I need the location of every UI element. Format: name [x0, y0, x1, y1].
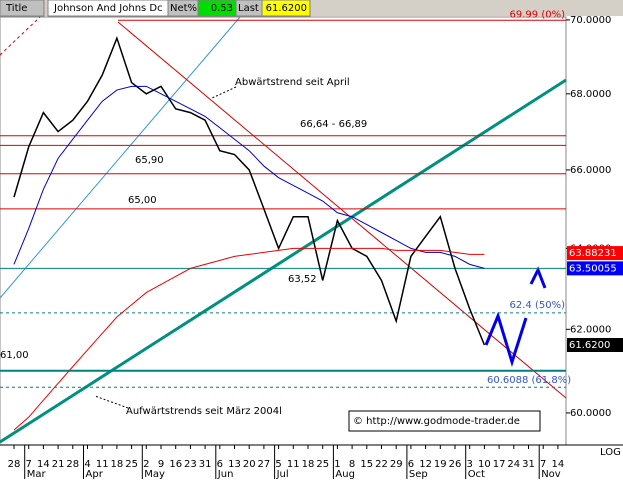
month-label: Nov [541, 469, 561, 479]
x-tick-label: 25 [125, 459, 138, 470]
x-tick-label: 8 [349, 459, 355, 470]
level-label: 62.4 (50%) [510, 300, 566, 311]
x-tick-label: 19 [434, 459, 447, 470]
x-tick-label: 6 [217, 459, 223, 470]
level-label: 61,00 [0, 350, 29, 361]
x-tick-label: 20 [243, 459, 256, 470]
level-label: 60.6088 (61.8%) [487, 375, 571, 386]
pointer [211, 86, 237, 99]
x-tick-label: 27 [258, 459, 271, 470]
x-tick-label: 7 [540, 459, 546, 470]
x-tick-label: 26 [449, 459, 462, 470]
header-label: Title [5, 3, 27, 14]
header-last: 61.6200 [266, 3, 307, 14]
trend-line [0, 16, 241, 299]
x-tick-label: 11 [287, 459, 300, 470]
price-line [13, 247, 485, 431]
month-label: May [144, 469, 165, 479]
x-tick-label: 23 [184, 459, 197, 470]
x-tick-label: 31 [199, 459, 212, 470]
x-tick-label: 16 [169, 459, 182, 470]
x-tick-label: 1 [334, 459, 340, 470]
scale-label: LOG [600, 447, 621, 458]
x-tick-label: 25 [316, 459, 329, 470]
x-tick-label: 21 [52, 459, 65, 470]
month-label: Mar [27, 469, 47, 479]
level-label: 65,90 [135, 155, 164, 166]
header: Title Johnson And Johns Dc Net% 0.53 Las… [0, 0, 623, 17]
y-tick-label: 66.0000 [570, 165, 611, 176]
y-tick-label: 70.0000 [570, 15, 611, 26]
price-line [13, 35, 486, 346]
pointer [94, 395, 129, 409]
annotation: Aufwärtstrends seit März 2004l [126, 406, 282, 417]
x-tick-label: 24 [507, 459, 520, 470]
x-tick-label: 5 [275, 459, 281, 470]
month-label: Oct [468, 469, 485, 479]
price-box [567, 338, 623, 353]
x-tick-label: 31 [522, 459, 535, 470]
month-label: Jun [217, 469, 234, 479]
annotation: © http://www.godmode-trader.de [353, 416, 520, 427]
header-cell [261, 0, 311, 17]
x-tick-label: 17 [493, 459, 506, 470]
x-tick-label: 18 [111, 459, 124, 470]
x-tick-label: 14 [37, 459, 50, 470]
x-tick-label: 11 [96, 459, 109, 470]
header-net: 0.53 [211, 3, 233, 14]
x-tick-label: 28 [8, 459, 21, 470]
month-label: Aug [335, 469, 355, 479]
price-box-label: 61.6200 [569, 340, 610, 351]
uptrend-line [0, 78, 567, 444]
x-tick-label: 29 [390, 459, 403, 470]
annotation: Abwärtstrend seit April [235, 77, 350, 88]
x-tick-label: 7 [26, 459, 32, 470]
y-tick-label: 60.0000 [570, 408, 611, 419]
x-tick-label: 10 [478, 459, 491, 470]
level-label: 69.99 (0%) [510, 9, 566, 20]
x-tick-label: 2 [143, 459, 149, 470]
x-tick-label: 14 [552, 459, 565, 470]
x-tick-label: 22 [375, 459, 388, 470]
x-tick-label: 4 [84, 459, 90, 470]
x-tick-label: 12 [419, 459, 432, 470]
price-box [567, 246, 623, 261]
price-line [13, 85, 485, 269]
y-tick-label: 68.0000 [570, 89, 611, 100]
price-box [567, 261, 623, 276]
header-label: Last [238, 3, 259, 14]
x-tick-label: 9 [158, 459, 164, 470]
month-label: Jul [276, 469, 289, 479]
x-tick-label: 18 [302, 459, 315, 470]
price-box-label: 63.88231 [569, 248, 617, 259]
projection-arrow [484, 311, 528, 368]
x-tick-label: 3 [467, 459, 473, 470]
price-box-label: 63.50055 [569, 263, 617, 274]
projection-arrow [529, 266, 547, 289]
month-label: Apr [86, 469, 104, 479]
level-label: 65,00 [128, 195, 157, 206]
month-label: Sep [409, 469, 428, 479]
header-cell [0, 0, 45, 17]
x-tick-label: 28 [66, 459, 79, 470]
copyright-box [348, 410, 541, 432]
x-tick-label: 15 [360, 459, 373, 470]
y-tick-label: 62.0000 [570, 324, 611, 335]
header-label: Net% [170, 3, 197, 14]
x-tick-label: 13 [228, 459, 241, 470]
annotation: 63,52 [288, 274, 317, 285]
header-name: Johnson And Johns Dc [53, 3, 163, 14]
annotation: 66,64 - 66,89 [300, 119, 367, 130]
x-tick-label: 6 [408, 459, 414, 470]
